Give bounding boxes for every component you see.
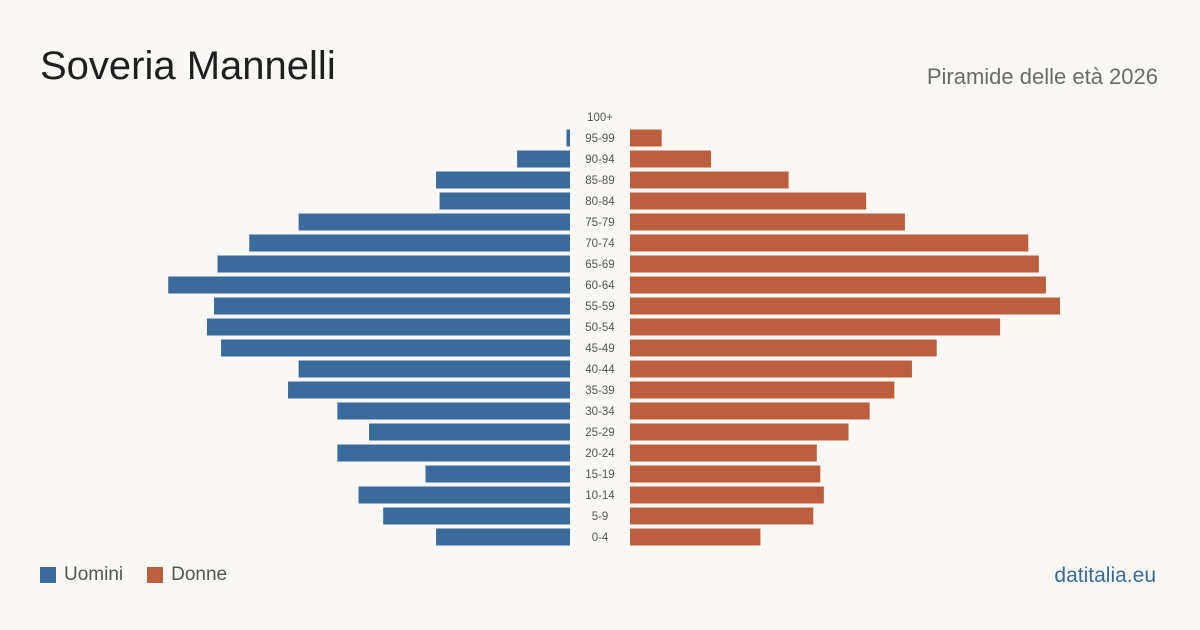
bar-male-70-74 [249, 234, 570, 252]
legend-swatch-male [40, 567, 56, 583]
age-label-90-94: 90-94 [585, 154, 615, 166]
age-label-5-9: 5-9 [592, 511, 609, 523]
bar-female-95-99 [630, 129, 662, 147]
bar-female-70-74 [630, 234, 1029, 252]
source-link[interactable]: datitalia.eu [1054, 564, 1156, 587]
bar-female-40-44 [630, 360, 912, 378]
bar-male-35-39 [288, 381, 570, 399]
age-label-65-69: 65-69 [585, 259, 614, 271]
bar-female-10-14 [630, 486, 824, 504]
bar-male-10-14 [358, 486, 570, 504]
legend-label-female: Donne [171, 564, 228, 585]
bar-female-45-49 [630, 339, 937, 357]
page-title: Soveria Mannelli [40, 44, 336, 88]
age-label-60-64: 60-64 [585, 280, 615, 292]
bar-female-20-24 [630, 444, 817, 462]
bar-female-80-84 [630, 192, 867, 210]
age-label-40-44: 40-44 [585, 364, 615, 376]
bar-male-0-4 [436, 528, 570, 546]
bar-male-30-34 [337, 402, 570, 420]
bar-female-15-19 [630, 465, 821, 483]
bar-male-95-99 [566, 129, 570, 147]
bar-male-55-59 [214, 297, 570, 315]
bar-male-65-69 [217, 255, 570, 273]
age-label-100plus: 100+ [587, 112, 613, 124]
age-label-80-84: 80-84 [585, 196, 615, 208]
legend-label-male: Uomini [64, 564, 124, 585]
age-label-35-39: 35-39 [585, 385, 614, 397]
bar-male-75-79 [298, 213, 570, 231]
bar-male-25-29 [369, 423, 570, 441]
legend-item-male: Uomini [40, 564, 123, 586]
bar-female-65-69 [630, 255, 1039, 273]
age-label-50-54: 50-54 [585, 322, 615, 334]
bar-male-80-84 [439, 192, 570, 210]
age-label-10-14: 10-14 [585, 490, 615, 502]
bar-male-45-49 [221, 339, 571, 357]
bar-female-0-4 [630, 528, 761, 546]
legend: Uomini Donne [40, 564, 241, 586]
age-label-0-4: 0-4 [592, 532, 609, 544]
bar-male-5-9 [383, 507, 570, 525]
bar-male-40-44 [298, 360, 570, 378]
bar-male-85-89 [436, 171, 570, 189]
chart-subtitle: Piramide delle età 2026 [926, 64, 1158, 89]
age-label-45-49: 45-49 [585, 343, 614, 355]
age-label-25-29: 25-29 [585, 427, 614, 439]
legend-item-female: Donne [147, 564, 227, 586]
bar-female-5-9 [630, 507, 814, 525]
age-label-85-89: 85-89 [585, 175, 614, 187]
age-label-70-74: 70-74 [585, 238, 615, 250]
age-label-75-79: 75-79 [585, 217, 614, 229]
bar-female-55-59 [630, 297, 1060, 315]
bar-male-20-24 [337, 444, 570, 462]
bar-male-15-19 [425, 465, 570, 483]
age-label-15-19: 15-19 [585, 469, 614, 481]
legend-swatch-female [147, 567, 164, 583]
bar-female-85-89 [630, 171, 789, 189]
age-label-20-24: 20-24 [585, 448, 615, 460]
bar-female-90-94 [630, 150, 712, 168]
bar-male-50-54 [206, 318, 570, 336]
bar-male-60-64 [168, 276, 570, 294]
bar-male-90-94 [517, 150, 570, 168]
age-label-95-99: 95-99 [585, 133, 614, 145]
bar-female-35-39 [630, 381, 895, 399]
bar-female-50-54 [630, 318, 1001, 336]
age-label-30-34: 30-34 [585, 406, 615, 418]
bar-female-60-64 [630, 276, 1046, 294]
bar-female-30-34 [630, 402, 870, 420]
bar-female-75-79 [630, 213, 905, 231]
bar-female-25-29 [630, 423, 849, 441]
age-label-55-59: 55-59 [585, 301, 614, 313]
